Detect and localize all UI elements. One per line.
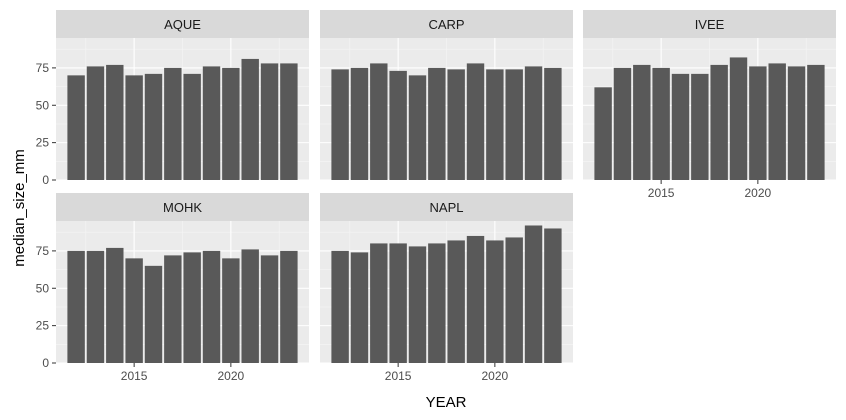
bar-ivee-2013	[613, 67, 632, 180]
bar-ivee-2015	[652, 67, 670, 180]
bar-mohk-2015	[125, 258, 143, 363]
strip-background	[320, 10, 573, 38]
bar-napl-2014	[370, 243, 388, 363]
bar-mohk-2023	[280, 250, 298, 363]
bar-mohk-2017	[164, 255, 182, 363]
bar-napl-2022	[524, 225, 543, 363]
bar-aque-2017	[164, 67, 182, 180]
strip-label: AQUE	[164, 17, 201, 32]
bar-aque-2013	[86, 66, 105, 180]
bar-napl-2020	[486, 240, 504, 363]
y-tick-label: 50	[36, 281, 50, 295]
bar-aque-2022	[260, 63, 279, 181]
y-tick-label: 25	[36, 319, 50, 333]
y-tick-label: 0	[42, 173, 49, 187]
bar-ivee-2018	[710, 64, 728, 180]
x-tick-label: 2015	[648, 186, 675, 200]
strip-background	[320, 193, 573, 221]
bar-aque-2023	[280, 63, 298, 181]
bar-mohk-2018	[183, 252, 201, 363]
bar-mohk-2022	[260, 255, 279, 363]
strip-background	[583, 10, 836, 38]
bar-carp-2017	[428, 67, 446, 180]
x-tick-label: 2015	[385, 369, 412, 383]
bar-ivee-2021	[768, 63, 786, 181]
strip-background	[56, 10, 309, 38]
bar-ivee-2017	[691, 73, 709, 180]
bar-napl-2012	[331, 250, 349, 363]
bar-napl-2016	[408, 246, 427, 363]
y-tick-label: 75	[36, 244, 50, 258]
bar-carp-2015	[389, 70, 407, 180]
bar-napl-2013	[350, 252, 369, 363]
x-axis-title: YEAR	[426, 394, 467, 411]
bar-napl-2015	[389, 243, 407, 363]
bar-mohk-2012	[67, 250, 85, 363]
panel-mohk: MOHK 0 25 50 75 2015 2020	[36, 193, 309, 383]
strip-label: CARP	[428, 17, 464, 32]
bar-napl-2017	[428, 243, 446, 363]
bar-ivee-2012	[594, 87, 612, 180]
bar-aque-2016	[144, 73, 163, 180]
bar-ivee-2022	[787, 66, 806, 180]
panel-carp: CARP	[320, 10, 573, 181]
bar-mohk-2021	[241, 249, 259, 363]
strip-background	[56, 193, 309, 221]
bar-napl-2019	[466, 235, 485, 363]
x-tick-label: 2020	[745, 186, 772, 200]
bar-aque-2012	[67, 75, 85, 180]
panel-ivee: IVEE 2015 2020	[583, 10, 836, 200]
bar-carp-2023	[544, 67, 562, 180]
bar-carp-2016	[408, 75, 427, 180]
panel-napl: NAPL 2015 2020	[320, 193, 573, 383]
bar-ivee-2023	[807, 64, 825, 180]
bar-carp-2020	[486, 69, 504, 180]
bar-aque-2019	[202, 66, 221, 180]
x-tick-label: 2015	[121, 369, 148, 383]
panel-aque: AQUE 0 25 50 75	[36, 10, 309, 187]
bar-napl-2023	[544, 228, 562, 363]
bar-ivee-2019	[729, 57, 748, 180]
bar-aque-2021	[241, 58, 259, 180]
bar-aque-2020	[222, 67, 240, 180]
y-tick-label: 50	[36, 98, 50, 112]
bar-ivee-2016	[671, 73, 690, 180]
strip-label: MOHK	[163, 200, 202, 215]
x-tick-label: 2020	[482, 369, 509, 383]
strip-label: IVEE	[695, 17, 725, 32]
panels: AQUE 0 25 50 75 CARP IVEE 2015 2020 MOHK 0 25 50 75 20…	[36, 10, 836, 383]
bar-carp-2019	[466, 63, 485, 181]
bar-mohk-2014	[106, 247, 124, 363]
bar-carp-2014	[370, 63, 388, 181]
bar-carp-2013	[350, 67, 369, 180]
bar-napl-2021	[505, 237, 523, 363]
bar-aque-2018	[183, 73, 201, 180]
bar-carp-2021	[505, 69, 523, 180]
y-tick-label: 25	[36, 136, 50, 150]
bar-carp-2012	[331, 69, 349, 180]
y-tick-label: 0	[42, 356, 49, 370]
bar-aque-2014	[106, 64, 124, 180]
bar-ivee-2020	[749, 66, 767, 180]
strip-label: NAPL	[430, 200, 464, 215]
bar-mohk-2013	[86, 250, 105, 363]
y-tick-label: 75	[36, 61, 50, 75]
x-tick-label: 2020	[218, 369, 245, 383]
bar-mohk-2020	[222, 258, 240, 363]
bar-mohk-2019	[202, 250, 221, 363]
bar-aque-2015	[125, 75, 143, 180]
bar-mohk-2016	[144, 265, 163, 363]
bar-ivee-2014	[633, 64, 651, 180]
bar-carp-2022	[524, 66, 543, 180]
y-axis-title: median_size_mm	[11, 149, 28, 267]
bar-napl-2018	[447, 240, 465, 363]
bar-carp-2018	[447, 69, 465, 180]
